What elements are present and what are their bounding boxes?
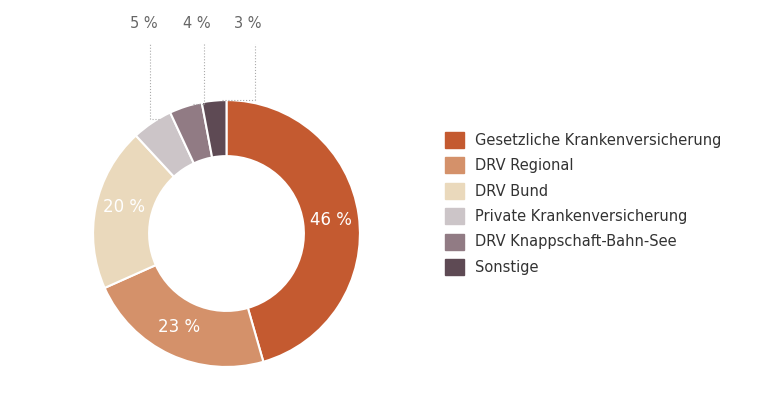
Text: 23 %: 23 % [158,318,200,337]
Wedge shape [136,113,194,177]
Legend: Gesetzliche Krankenversicherung, DRV Regional, DRV Bund, Private Krankenversiche: Gesetzliche Krankenversicherung, DRV Reg… [444,132,722,275]
Text: 20 %: 20 % [103,198,145,216]
Text: 3 %: 3 % [234,16,262,31]
Wedge shape [226,100,360,362]
Text: 46 %: 46 % [310,211,352,229]
Wedge shape [170,103,212,163]
Wedge shape [201,100,226,158]
Wedge shape [105,265,263,367]
Text: 5 %: 5 % [130,16,158,31]
Wedge shape [93,136,174,288]
Text: 4 %: 4 % [184,16,211,31]
